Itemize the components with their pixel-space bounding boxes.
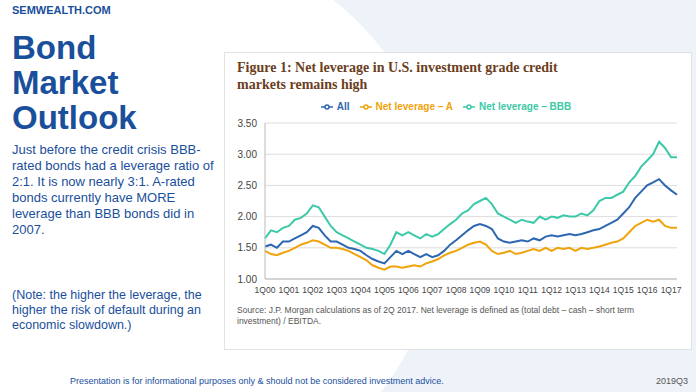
svg-text:1Q04: 1Q04 [350,285,371,295]
html-text:Net leverage – A: Net leverage – A [375,101,453,112]
svg-text:1Q16: 1Q16 [637,285,658,295]
html-text:(Note: the higher the leverage: (Note: the higher the leverage, the high… [12,288,202,332]
svg-text:1Q00: 1Q00 [255,285,276,295]
svg-text:1Q15: 1Q15 [613,285,634,295]
svg-text:1Q03: 1Q03 [326,285,347,295]
html-text:SEMWEALTH.COM: SEMWEALTH.COM [12,4,111,16]
svg-text:1Q07: 1Q07 [422,285,443,295]
svg-text:1.50: 1.50 [238,242,258,253]
svg-text:1Q10: 1Q10 [493,285,514,295]
html-text:Source: J.P. Morgan calculatio: Source: J.P. Morgan calculations as of 2… [237,305,635,326]
svg-text:1Q01: 1Q01 [278,285,299,295]
svg-text:1Q05: 1Q05 [374,285,395,295]
svg-text:3.00: 3.00 [238,149,258,160]
svg-text:1.00: 1.00 [238,274,258,285]
html-text:Figure 1: Net leverage in U.S.: Figure 1: Net leverage in U.S. investmen… [237,60,558,92]
html-text:Net leverage – BBB: Net leverage – BBB [479,101,572,112]
svg-text:1Q02: 1Q02 [302,285,323,295]
svg-text:1Q17: 1Q17 [661,285,682,295]
html-text:2019Q3: 2019Q3 [656,376,688,386]
html-text:Bond Market Outlook: Bond Market Outlook [12,29,137,136]
svg-text:1Q12: 1Q12 [541,285,562,295]
html-text:All: All [336,101,350,112]
svg-text:1Q09: 1Q09 [470,285,491,295]
svg-text:1Q14: 1Q14 [589,285,610,295]
svg-text:1Q11: 1Q11 [518,285,538,295]
svg-text:2.00: 2.00 [238,211,258,222]
svg-text:1Q13: 1Q13 [565,285,586,295]
svg-text:3.50: 3.50 [238,118,258,129]
html-text:Just before the credit crisis: Just before the credit crisis BBB-rated … [12,142,214,237]
html-text:Presentation is for informatio: Presentation is for informational purpos… [70,376,444,386]
svg-text:2.50: 2.50 [238,180,258,191]
svg-text:1Q08: 1Q08 [446,285,467,295]
svg-text:1Q06: 1Q06 [398,285,419,295]
